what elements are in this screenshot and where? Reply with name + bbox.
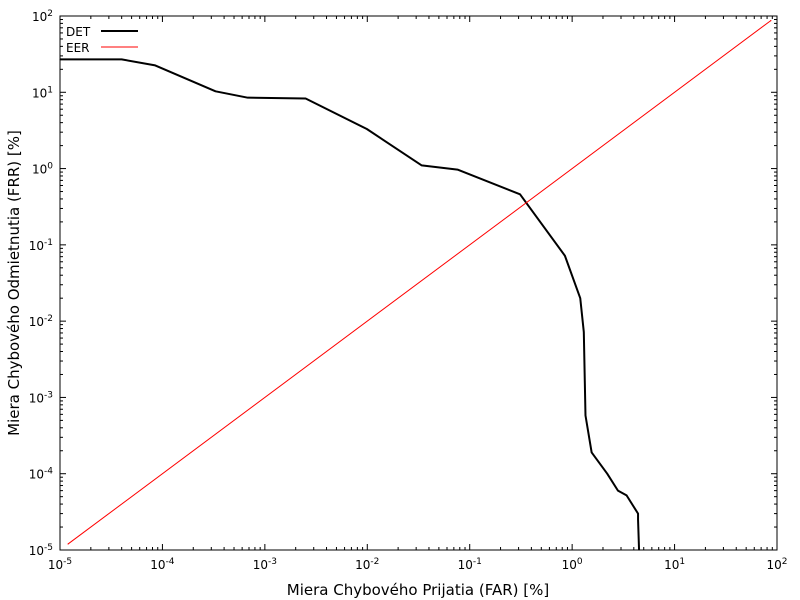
data-point-det [247, 97, 249, 99]
legend: DET EER [66, 25, 138, 55]
data-point-det [637, 513, 639, 515]
data-point-det [421, 164, 423, 167]
x-tick-label: 10-3 [253, 557, 277, 572]
series-line-det [60, 58, 641, 551]
y-tick-label: 102 [32, 9, 53, 24]
data-point-det [591, 451, 593, 454]
x-tick-label: 100 [562, 557, 583, 572]
data-point-det [154, 64, 156, 67]
y-tick-label: 10-3 [29, 390, 53, 405]
x-tick-label: 10-1 [458, 557, 482, 572]
data-point-det [564, 255, 566, 257]
y-tick-label: 10-4 [29, 467, 54, 482]
data-point-det [617, 490, 619, 492]
data-point-det [583, 331, 585, 333]
y-tick-label: 101 [32, 85, 53, 100]
data-point-det [305, 97, 307, 100]
data-point-det [214, 90, 217, 92]
y-tick-label: 10-5 [29, 543, 53, 558]
plot-frame [59, 15, 778, 551]
x-tick-label: 10-4 [150, 557, 175, 572]
series-layer [59, 20, 772, 551]
data-point-det [625, 494, 628, 496]
data-point-det [121, 58, 123, 60]
y-tick-label: 100 [32, 162, 53, 177]
data-point-eer [770, 20, 772, 22]
data-point-det [366, 128, 368, 130]
data-point-det [637, 519, 639, 521]
data-point-det [456, 168, 459, 171]
y-axis-title: Miera Chybového Odmietnutia (FRR) [%] [5, 130, 23, 436]
x-tick-label: 101 [664, 557, 685, 572]
legend-label-eer: EER [66, 41, 90, 55]
axis-ticks: 10-5 10-4 10-3 10-2 10-1 100 101 102 10-5 10-4 10-… [29, 9, 788, 572]
x-tick-label: 10-2 [355, 557, 379, 572]
data-point-det [519, 193, 521, 195]
data-point-det [638, 549, 640, 551]
data-point-det [606, 473, 608, 475]
legend-label-det: DET [66, 25, 91, 39]
data-point-eer [67, 543, 69, 545]
data-point-det [59, 58, 61, 60]
data-point-det [579, 297, 581, 299]
y-tick-label: 10-2 [29, 314, 53, 329]
x-axis-title: Miera Chybového Prijatia (FAR) [%] [287, 581, 549, 599]
x-tick-label: 10-5 [48, 557, 72, 572]
y-tick-label: 10-1 [29, 238, 53, 253]
data-point-det [584, 414, 587, 417]
x-tick-label: 102 [766, 557, 787, 572]
series-line-eer [67, 20, 772, 545]
